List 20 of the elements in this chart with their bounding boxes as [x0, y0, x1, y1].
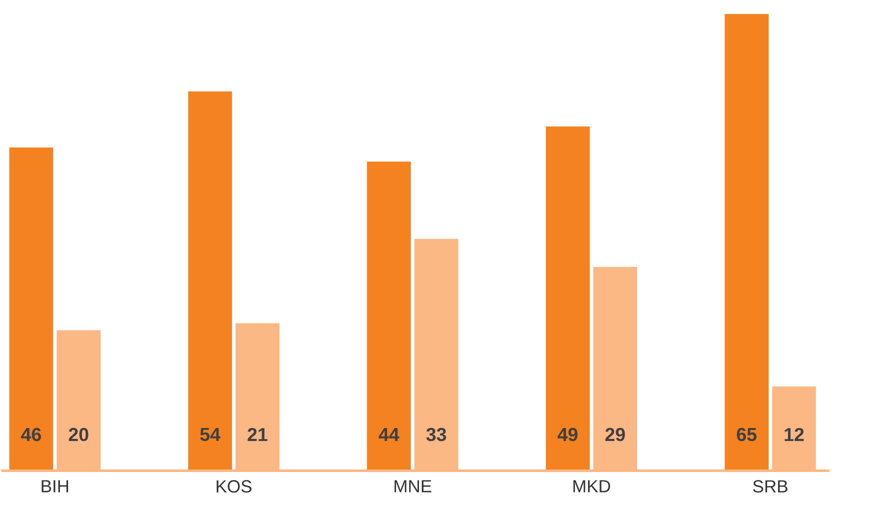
data-label: 54	[200, 428, 220, 442]
data-label: 49	[558, 428, 578, 442]
bar	[188, 92, 232, 472]
data-label: 46	[21, 428, 41, 442]
x-tick-label: MNE	[394, 480, 432, 492]
data-label: 44	[378, 428, 400, 442]
data-label: 29	[605, 428, 625, 442]
data-label: 20	[68, 428, 88, 442]
x-tick-label: KOS	[216, 480, 252, 493]
bar	[724, 14, 769, 472]
data-label: 12	[784, 428, 804, 442]
data-label: 21	[248, 428, 268, 442]
x-tick-label: SRB	[753, 480, 788, 493]
x-tick-label: BIH	[42, 480, 68, 492]
x-tick-label: MKD	[573, 480, 610, 492]
data-label: 65	[736, 428, 757, 442]
bar	[546, 126, 590, 472]
bar	[9, 148, 54, 472]
bar	[367, 162, 411, 472]
data-label: 33	[426, 428, 446, 442]
